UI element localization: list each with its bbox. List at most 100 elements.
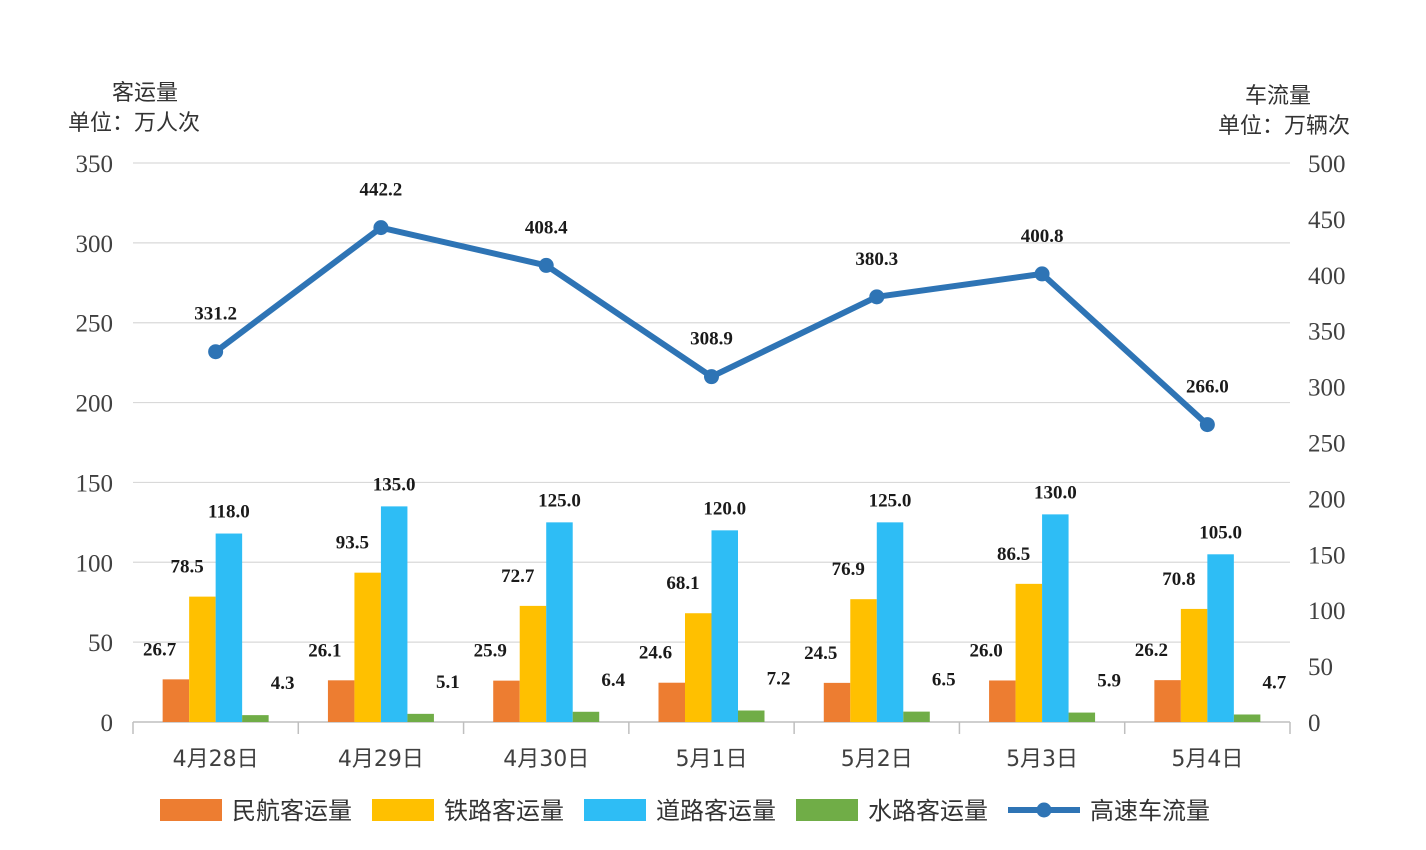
bar bbox=[546, 522, 573, 722]
right-axis-unit: 单位：万辆次 bbox=[1218, 114, 1350, 139]
bar-data-label: 93.5 bbox=[336, 533, 369, 554]
bar bbox=[876, 522, 904, 722]
bar-data-label: 78.5 bbox=[171, 557, 204, 578]
bar-data-label: 105.0 bbox=[1199, 522, 1242, 543]
bar-data-label: 125.0 bbox=[538, 490, 581, 511]
right-tick-label: 150 bbox=[1308, 542, 1346, 569]
bar bbox=[823, 682, 851, 722]
right-tick-label: 200 bbox=[1308, 486, 1346, 513]
right-tick-label: 100 bbox=[1308, 598, 1346, 625]
bar bbox=[519, 605, 547, 722]
legend: 民航客运量 铁路客运量 道路客运量 水路客运量 高速车流量 bbox=[160, 797, 1210, 825]
legend-swatch bbox=[160, 799, 222, 821]
right-tick-label: 350 bbox=[1308, 319, 1346, 346]
line-series bbox=[208, 220, 1215, 433]
left-tick-label: 350 bbox=[76, 151, 114, 178]
left-axis-unit: 单位：万人次 bbox=[68, 111, 200, 136]
bar-data-label: 7.2 bbox=[767, 669, 791, 690]
bar bbox=[242, 715, 269, 722]
gridlines bbox=[133, 162, 1290, 643]
line-point bbox=[208, 344, 224, 360]
bar-data-label: 26.2 bbox=[1135, 640, 1168, 661]
right-tick-label: 300 bbox=[1308, 375, 1346, 402]
line-point bbox=[373, 220, 389, 236]
bar bbox=[850, 599, 877, 722]
bar-data-label: 26.0 bbox=[969, 640, 1002, 661]
legend-label: 高速车流量 bbox=[1090, 797, 1210, 825]
line-path bbox=[212, 224, 1211, 428]
right-tick-label: 250 bbox=[1308, 431, 1346, 458]
right-tick-label: 0 bbox=[1308, 710, 1321, 737]
data-labels: 26.7 26.1 25.9 24.6 24.5 26.0 26.2 78.5 93.5 72.7… bbox=[143, 180, 1287, 695]
bar bbox=[1207, 554, 1234, 722]
bar-data-label: 4.3 bbox=[271, 673, 295, 694]
left-tick-label: 100 bbox=[76, 550, 114, 577]
left-tick-label: 200 bbox=[76, 391, 114, 418]
bar bbox=[738, 710, 765, 722]
bar bbox=[354, 572, 381, 722]
legend-swatch bbox=[584, 799, 646, 821]
bar bbox=[189, 596, 216, 722]
bar-data-label: 4.7 bbox=[1262, 672, 1286, 693]
x-tick-label: 4月30日 bbox=[503, 747, 589, 772]
bars bbox=[162, 506, 1261, 722]
bar bbox=[711, 530, 738, 722]
bar bbox=[1180, 608, 1208, 722]
axes: 0 50 100 150 200 250 300 350 0 50 100 150 200 250 300 3… bbox=[76, 151, 1346, 772]
x-tick-label: 5月1日 bbox=[676, 747, 748, 772]
left-tick-label: 150 bbox=[76, 470, 114, 497]
bar bbox=[380, 506, 408, 722]
bar-data-label: 26.7 bbox=[143, 639, 177, 660]
legend-swatch bbox=[796, 799, 858, 821]
bar-data-label: 26.1 bbox=[308, 640, 341, 661]
legend-swatch bbox=[372, 799, 434, 821]
x-tick-label: 5月3日 bbox=[1006, 747, 1078, 772]
bar bbox=[1154, 680, 1181, 722]
right-axis-title: 车流量 bbox=[1245, 84, 1311, 109]
bar-data-label: 86.5 bbox=[997, 544, 1030, 565]
left-tick-label: 0 bbox=[101, 710, 114, 737]
right-tick-label: 50 bbox=[1308, 654, 1333, 681]
line-data-label: 380.3 bbox=[855, 249, 898, 270]
bar bbox=[1042, 514, 1069, 722]
left-tick-label: 300 bbox=[76, 231, 114, 258]
x-tick-label: 4月28日 bbox=[173, 747, 259, 772]
line-data-label: 408.4 bbox=[525, 217, 568, 238]
bar bbox=[493, 680, 520, 722]
x-tick-label: 5月2日 bbox=[841, 747, 913, 772]
line-data-label: 400.8 bbox=[1021, 226, 1064, 247]
bar-data-label: 135.0 bbox=[373, 474, 416, 495]
x-tick-label: 5月4日 bbox=[1171, 747, 1243, 772]
line-data-label: 442.2 bbox=[360, 180, 403, 201]
bar-data-label: 70.8 bbox=[1162, 569, 1195, 590]
bar bbox=[658, 682, 685, 722]
line-data-label: 266.0 bbox=[1186, 377, 1229, 398]
bar-data-label: 5.1 bbox=[436, 672, 460, 693]
bar bbox=[407, 713, 434, 722]
line-point bbox=[1034, 266, 1050, 282]
bar-data-label: 24.6 bbox=[639, 643, 672, 664]
axis-titles: 客运量 单位：万人次 车流量 单位：万辆次 bbox=[68, 81, 1350, 139]
bar bbox=[215, 533, 243, 722]
legend-label: 铁路客运量 bbox=[444, 797, 564, 825]
bar-data-label: 6.4 bbox=[601, 670, 625, 691]
line-data-label: 308.9 bbox=[690, 329, 733, 350]
bar bbox=[572, 711, 600, 722]
bar-data-label: 68.1 bbox=[666, 573, 699, 594]
left-tick-label: 250 bbox=[76, 311, 114, 338]
bar bbox=[903, 711, 930, 722]
legend-label: 水路客运量 bbox=[868, 797, 988, 825]
bar-data-label: 125.0 bbox=[869, 490, 912, 511]
bar-data-label: 76.9 bbox=[832, 559, 865, 580]
bar-data-label: 72.7 bbox=[501, 566, 535, 587]
line-point bbox=[704, 369, 719, 385]
legend-line-marker bbox=[1036, 802, 1052, 818]
bar-data-label: 5.9 bbox=[1097, 671, 1121, 692]
bar-data-label: 130.0 bbox=[1034, 482, 1077, 503]
bar-data-label: 118.0 bbox=[208, 502, 250, 523]
line-point bbox=[869, 289, 885, 305]
line-point bbox=[1199, 417, 1215, 433]
line-data-label: 331.2 bbox=[194, 304, 237, 325]
right-tick-label: 450 bbox=[1308, 207, 1346, 234]
